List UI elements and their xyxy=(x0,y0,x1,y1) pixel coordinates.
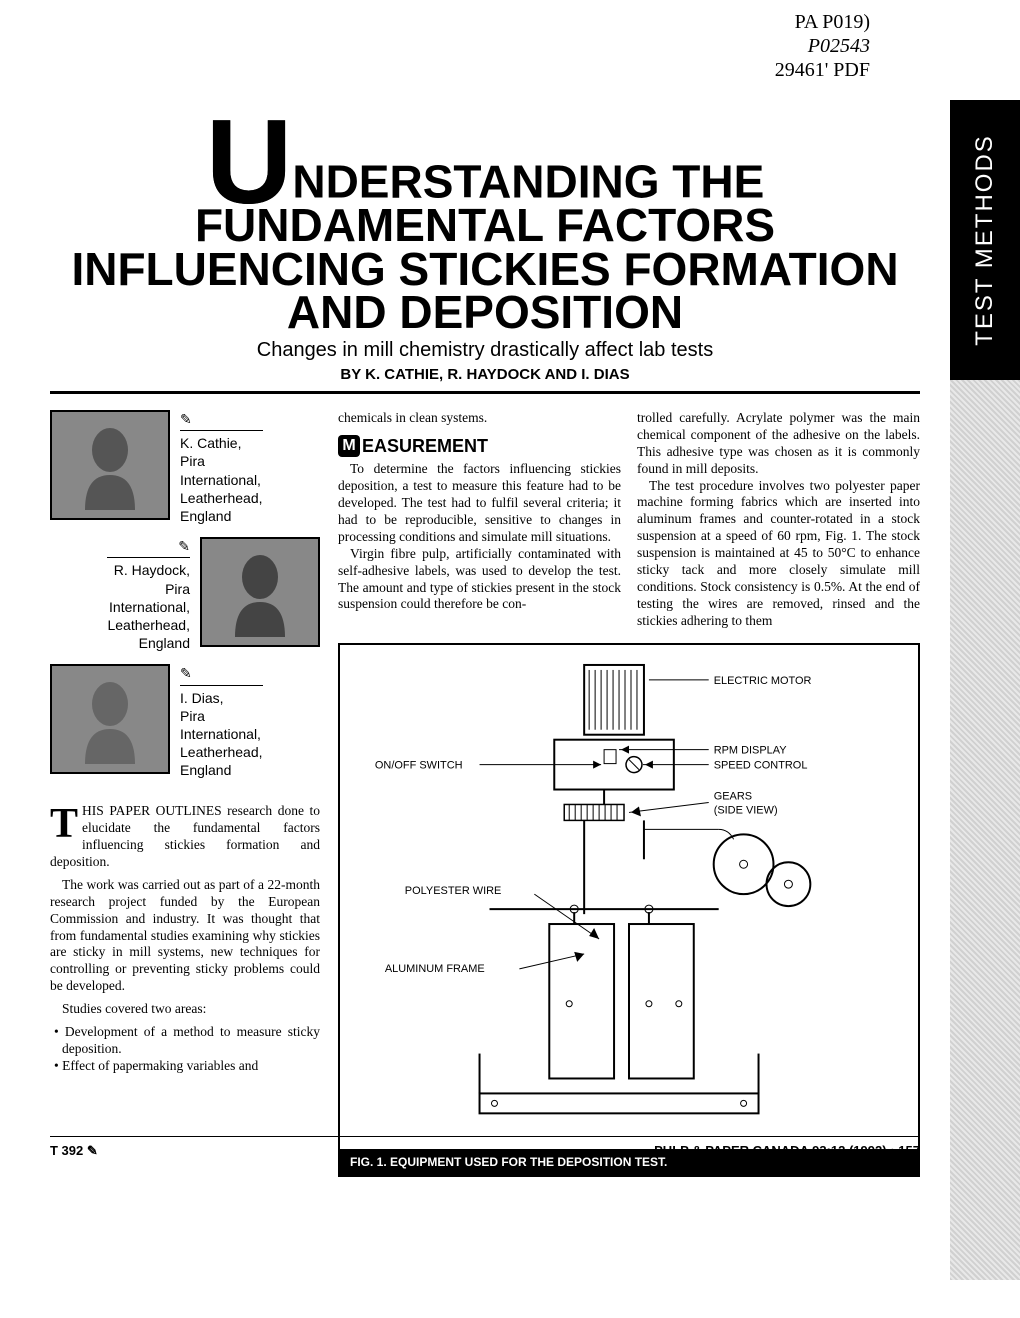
figure-svg: ELECTRIC MOTOR RPM DISPLAY xyxy=(340,645,918,1148)
author-photo-2 xyxy=(200,537,320,647)
author-info-3: ✎ I. Dias, Pira International, Leatherhe… xyxy=(180,664,263,779)
author-org1-1: Pira xyxy=(180,452,263,470)
col2-p2: The test procedure involves two polyeste… xyxy=(637,478,920,630)
author-org1-2: Pira xyxy=(107,580,190,598)
fig-label-speed: SPEED CONTROL xyxy=(714,760,808,772)
footer-rule xyxy=(50,1136,920,1137)
intro-dropcap: T xyxy=(50,803,82,843)
heading-text: EASUREMENT xyxy=(362,435,488,458)
byline: BY K. CATHIE, R. HAYDOCK AND I. DIAS xyxy=(50,366,920,383)
handwritten-line2: P02543 xyxy=(775,34,870,58)
title-dropcap: U xyxy=(206,120,293,204)
author-org2-3: International, xyxy=(180,725,263,743)
section-heading-measurement: MEASUREMENT xyxy=(338,435,621,458)
fig-label-frame: ALUMINUM FRAME xyxy=(385,963,485,975)
title-rule xyxy=(50,391,920,394)
footer-marker-icon: ✎ xyxy=(87,1143,98,1158)
col1-p3: Virgin fibre pulp, artificially contamin… xyxy=(338,546,621,614)
title-block: UNDERSTANDING THE FUNDAMENTAL FACTORS IN… xyxy=(50,120,920,383)
right-column: trolled carefully. Acrylate polymer was … xyxy=(637,410,920,629)
author-org3-1: Leatherhead, xyxy=(180,489,263,507)
fig-label-gears: GEARS xyxy=(714,791,752,803)
left-column: ✎ K. Cathie, Pira International, Leather… xyxy=(50,410,320,1177)
text-columns: chemicals in clean systems. MEASUREMENT … xyxy=(338,410,920,629)
intro-p1: HIS PAPER OUTLINES research done to eluc… xyxy=(50,803,320,869)
bullet-1: • Development of a method to measure sti… xyxy=(50,1024,320,1058)
bullet-2: • Effect of papermaking variables and xyxy=(50,1058,320,1075)
author-card-3: ✎ I. Dias, Pira International, Leatherhe… xyxy=(50,664,320,779)
author-name-1: K. Cathie, xyxy=(180,434,263,452)
fig-label-rpm: RPM DISPLAY xyxy=(714,745,788,757)
title-main: UNDERSTANDING THE FUNDAMENTAL FACTORS IN… xyxy=(50,120,920,335)
author-marker-icon: ✎ xyxy=(180,410,263,431)
page: PA P019) P02543 29461' PDF TEST METHODS … xyxy=(0,0,1020,1318)
author-info-2: ✎ R. Haydock, Pira International, Leathe… xyxy=(107,537,190,652)
heading-m-icon: M xyxy=(338,435,360,457)
author-marker-icon: ✎ xyxy=(180,664,263,685)
sidebar-label: TEST METHODS xyxy=(971,134,999,346)
author-org2-2: International, xyxy=(107,598,190,616)
fig-label-motor: ELECTRIC MOTOR xyxy=(714,675,812,687)
author-org4-2: England xyxy=(107,634,190,652)
author-photo-1 xyxy=(50,410,170,520)
footer: T 392 ✎ PULP & PAPER CANADA 93:12 (1992)… xyxy=(50,1136,920,1159)
figure-1: ELECTRIC MOTOR RPM DISPLAY xyxy=(338,643,920,1176)
title-line2: FUNDAMENTAL FACTORS xyxy=(50,204,920,248)
author-org2-1: International, xyxy=(180,471,263,489)
author-info-1: ✎ K. Cathie, Pira International, Leather… xyxy=(180,410,263,525)
content-area: ✎ K. Cathie, Pira International, Leather… xyxy=(50,410,920,1177)
fig-label-switch: ON/OFF SWITCH xyxy=(375,760,463,772)
intro-p3: Studies covered two areas: xyxy=(50,1001,320,1018)
author-org3-2: Leatherhead, xyxy=(107,616,190,634)
fig-label-gears-sub: (SIDE VIEW) xyxy=(714,805,778,817)
title-line3: INFLUENCING STICKIES FORMATION xyxy=(50,248,920,292)
intro-text: THIS PAPER OUTLINES research done to elu… xyxy=(50,803,320,1074)
sidebar-texture xyxy=(950,380,1020,1280)
sidebar-tab: TEST METHODS xyxy=(950,100,1020,380)
footer-right: PULP & PAPER CANADA 93:12 (1992) • 157 xyxy=(654,1143,920,1159)
footer-left: T 392 ✎ xyxy=(50,1143,98,1159)
author-org4-3: England xyxy=(180,761,263,779)
bullet-list: • Development of a method to measure sti… xyxy=(50,1024,320,1075)
handwritten-line1: PA P019) xyxy=(775,10,870,34)
handwritten-line3: 29461' PDF xyxy=(775,58,870,82)
intro-p2: The work was carried out as part of a 22… xyxy=(50,877,320,995)
author-org1-3: Pira xyxy=(180,707,263,725)
author-photo-3 xyxy=(50,664,170,774)
col1-p1: chemicals in clean systems. xyxy=(338,410,621,427)
author-org4-1: England xyxy=(180,507,263,525)
author-marker-icon: ✎ xyxy=(107,537,190,558)
center-column: chemicals in clean systems. MEASUREMENT … xyxy=(338,410,621,629)
handwritten-annotations: PA P019) P02543 29461' PDF xyxy=(775,10,870,82)
col2-p1: trolled carefully. Acrylate polymer was … xyxy=(637,410,920,478)
right-columns: chemicals in clean systems. MEASUREMENT … xyxy=(338,410,920,1177)
col1-p2: To determine the factors influencing sti… xyxy=(338,461,621,545)
author-card-2: ✎ R. Haydock, Pira International, Leathe… xyxy=(50,537,320,652)
title-line4: AND DEPOSITION xyxy=(50,291,920,335)
subtitle: Changes in mill chemistry drastically af… xyxy=(50,339,920,362)
author-name-2: R. Haydock, xyxy=(107,561,190,579)
main-content: UNDERSTANDING THE FUNDAMENTAL FACTORS IN… xyxy=(50,120,920,1177)
author-name-3: I. Dias, xyxy=(180,689,263,707)
fig-label-wire: POLYESTER WIRE xyxy=(405,886,502,898)
author-card-1: ✎ K. Cathie, Pira International, Leather… xyxy=(50,410,320,525)
footer-row: T 392 ✎ PULP & PAPER CANADA 93:12 (1992)… xyxy=(50,1143,920,1159)
author-org3-3: Leatherhead, xyxy=(180,743,263,761)
